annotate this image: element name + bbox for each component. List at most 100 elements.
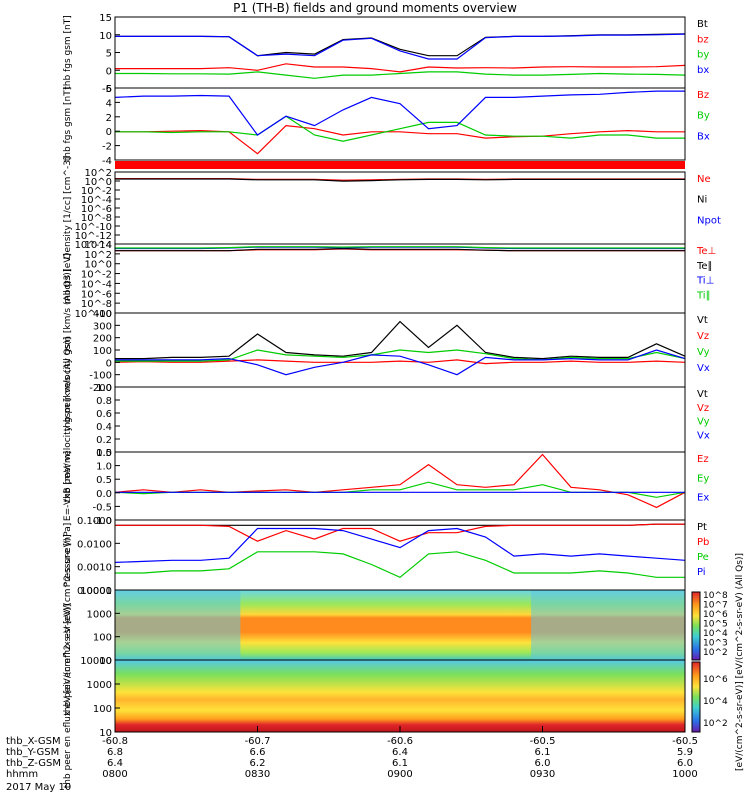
orbit-row-value: 6.4: [107, 758, 123, 769]
y-tick-label: -4: [102, 156, 112, 167]
y-tick-label: 10^0: [85, 260, 112, 271]
y-tick-label: 10^-4: [81, 195, 112, 206]
y-tick-label: 0.0001: [77, 586, 112, 597]
y-tick-label: 0.8: [96, 396, 112, 407]
colorbar-tick: 10^4: [703, 629, 728, 639]
y-axis-label: thb peir velocity gsm [km/s (All Qs)]: [63, 269, 73, 432]
y-axis-label: thb peer en eflux eV [eV/(cm^2-s-sr-eV)]: [63, 604, 73, 789]
orbit-row-value: 6.0: [677, 758, 693, 769]
series-Bx-line: [114, 90, 685, 136]
y-tick-label: 0.1000: [77, 516, 112, 527]
spectrogram-band: [115, 660, 685, 732]
legend-entry: Bz: [697, 90, 709, 101]
y-tick-label: 10^-14: [75, 240, 112, 251]
y-tick-label: 5: [106, 49, 112, 60]
panel-frame: [114, 519, 686, 591]
legend-entry: Bt: [697, 19, 708, 30]
series-Pi-line: [114, 527, 686, 563]
series-Ez-line: [114, 453, 686, 509]
legend-entry: Pb: [697, 537, 709, 548]
panel-2: 10^210^010^-210^-410^-610^-810^-1010^-12…: [63, 157, 721, 260]
legend-entry: Vx: [697, 363, 710, 374]
y-tick-label: 10000: [80, 586, 112, 597]
date-label: 2017 May 10: [6, 782, 71, 793]
y-tick-label: 10^-2: [81, 270, 112, 281]
panel-frame: [114, 451, 686, 521]
panel-9: 10000 1000 100 10 thb peer en eflux eV [eV/(…: [63, 604, 686, 789]
series-Vt-line: [115, 320, 686, 360]
series-Vy-line: [115, 349, 686, 362]
y-tick-label: 0.2: [96, 435, 112, 446]
panel-0: 15 10 5 0 -5 thb fgs gsm [nT] Bt bz by bx: [63, 13, 709, 95]
y-tick-label: 6: [106, 84, 112, 95]
panel-frame: [114, 16, 686, 89]
legend-entry: Ey: [697, 473, 709, 484]
colorbar-bottom: [691, 661, 701, 733]
orbit-row-value: 6.1: [535, 747, 551, 758]
legend-entry: Pe: [697, 552, 709, 563]
y-tick-label: 0.6: [96, 409, 112, 420]
orbit-row-value: -60.8: [102, 736, 128, 747]
legend-entry: Ez: [697, 454, 709, 465]
y-axis-label: thb fgs gsm [nT]: [63, 15, 73, 90]
legend-entry: Vz: [697, 331, 709, 342]
y-tick-label: 0: [106, 358, 112, 369]
legend-entry: Te∥: [696, 261, 713, 272]
panel-6: 1.5 1.0 0.5 0.0 -0.5 -1.0 E=-VxB [mV/m] Ez Ey Ex: [63, 448, 709, 527]
y-tick-label: 10000: [80, 656, 112, 667]
y-tick-label: 100: [93, 704, 112, 715]
y-tick-label: 10^-6: [81, 204, 112, 215]
y-axis-label: E=-VxB [mV/m]: [63, 451, 73, 521]
orbit-row-value: -60.5: [530, 736, 556, 747]
orbit-row-value: -60.6: [387, 736, 413, 747]
y-tick-label: 10^-8: [81, 299, 112, 310]
legend-entry: bx: [697, 65, 709, 76]
legend-entry: Te⊥: [696, 246, 716, 257]
y-tick-label: 100: [93, 346, 112, 357]
y-tick-label: -200: [89, 383, 112, 394]
colorbar-tick: 10^2: [703, 648, 728, 658]
legend-entry: Vy: [697, 347, 710, 358]
series-bx-line: [115, 33, 686, 60]
legend-entry: by: [697, 50, 709, 61]
y-axis-label: thb fgs gsm [nT]: [63, 87, 73, 162]
colorbar-top: [691, 591, 701, 661]
y-tick-label: 0: [106, 66, 112, 77]
colorbar-tick: 10^4: [703, 697, 728, 707]
y-tick-label: -0.5: [92, 502, 112, 513]
series-Pb-line: [115, 523, 685, 542]
y-tick-label: 10^2: [85, 250, 112, 261]
series-Vz-line: [114, 359, 686, 365]
y-tick-label: 10: [99, 728, 112, 739]
y-tick-label: 10^-2: [81, 186, 112, 197]
spectrogram-low-region: [115, 590, 241, 660]
colorbar-tick: 10^6: [703, 675, 728, 685]
colorbar-tick: 10^6: [703, 610, 728, 620]
orbit-row-value: -60.5: [672, 736, 698, 747]
colorbar-tick: 10^3: [703, 639, 728, 649]
y-tick-label: -100: [89, 371, 112, 382]
y-tick-label: 0: [106, 127, 112, 138]
orbit-row-value: -60.7: [245, 736, 271, 747]
legend-entry: Vy: [697, 417, 710, 428]
y-tick-label: 10: [99, 656, 112, 667]
y-tick-label: 10^2: [85, 168, 112, 179]
series-bz-line: [115, 63, 686, 73]
flag-band: [115, 161, 685, 169]
panel-3: 10^410^210^010^-210^-410^-610^-810^-10mo…: [63, 240, 716, 320]
y-tick-label: 0.0100: [77, 539, 112, 550]
series-Vx-line: [115, 349, 686, 376]
y-axis-label: Pressure [nPa]: [63, 523, 73, 588]
y-tick-label: 1.0: [96, 383, 112, 394]
panel-frame: [114, 87, 686, 161]
orbit-row-value: 6.8: [107, 747, 123, 758]
y-tick-label: 10^-10: [75, 309, 112, 320]
series-Bz-line: [115, 124, 685, 155]
orbit-row-value: 0900: [387, 769, 412, 780]
colorbar-tick: 10^5: [703, 620, 728, 630]
series-Bt-line: [115, 33, 686, 57]
y-tick-label: 1000: [87, 680, 112, 691]
orbit-row-value: 6.2: [250, 758, 266, 769]
colorbar-tick: 10^2: [703, 719, 728, 729]
